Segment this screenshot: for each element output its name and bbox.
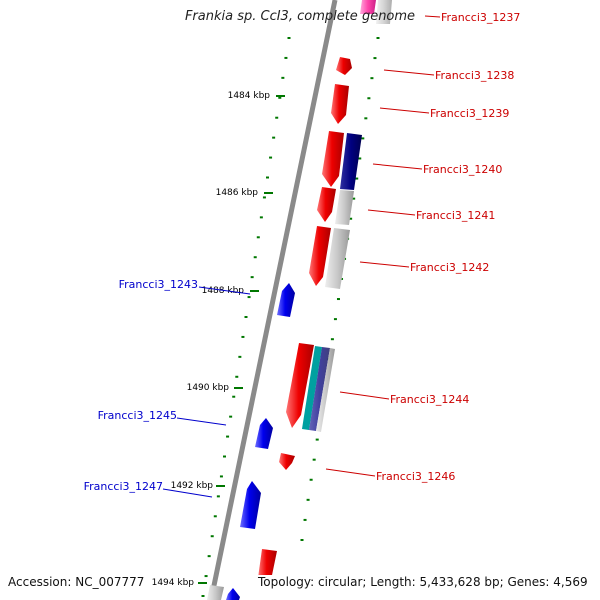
gene-francci3-1247[interactable] (240, 481, 261, 529)
forward-genes (207, 0, 392, 600)
ruler-tick-label: 1490 kbp (187, 383, 230, 393)
gene-francci3-1242-grey[interactable] (325, 228, 350, 289)
gene-francci3-1244-teal[interactable] (302, 346, 322, 430)
gene-label-francci3-1241[interactable]: Francci3_1241 (416, 209, 495, 222)
gene-francci3-1244[interactable] (286, 343, 314, 428)
gene-francci3-1241-grey[interactable] (335, 190, 354, 225)
gene-francci3-1239[interactable] (331, 84, 349, 124)
ruler-tick-label: 1488 kbp (202, 286, 245, 296)
gene-label-francci3-1243[interactable]: Francci3_1243 (119, 278, 198, 291)
gene-francci3-1242[interactable] (309, 226, 331, 286)
gene-francci3-1243[interactable] (277, 283, 295, 317)
genome-summary-text: Topology: circular; Length: 5,433,628 bp… (258, 575, 588, 589)
ruler: 1484 kbp 1486 kbp 1488 kbp 1490 kbp 1492… (152, 91, 285, 588)
gene-francci3-1241[interactable] (317, 187, 336, 222)
gene-francci3-1245[interactable] (255, 418, 273, 449)
gene-label-francci3-1244[interactable]: Francci3_1244 (390, 393, 469, 406)
gene-francci3-1244-blue[interactable] (309, 347, 330, 431)
genome-title: Frankia sp. CcI3, complete genome (184, 9, 416, 24)
gene-label-francci3-1237[interactable]: Francci3_1237 (441, 11, 520, 24)
ruler-tick-label: 1486 kbp (216, 188, 259, 198)
gene-francci3-1246[interactable] (279, 453, 295, 470)
forward-gene-labels: Francci3_1237 Francci3_1238 Francci3_123… (325, 11, 520, 483)
accession-text: Accession: NC_007777 (8, 575, 145, 589)
ruler-track (201, 37, 291, 597)
reverse-genes (226, 283, 295, 600)
gene-label-francci3-1239[interactable]: Francci3_1239 (430, 107, 509, 120)
gene-label-francci3-1238[interactable]: Francci3_1238 (435, 69, 514, 82)
genome-backbone (208, 0, 338, 600)
gene-francci3-1248-grey[interactable] (207, 585, 224, 600)
gene-francci3-1237[interactable] (360, 0, 376, 14)
gene-francci3-1240-dark[interactable] (340, 133, 362, 190)
gene-francci3-1248[interactable] (258, 549, 277, 580)
gene-label-francci3-1246[interactable]: Francci3_1246 (376, 470, 455, 483)
gene-francci3-1240[interactable] (322, 131, 344, 187)
gene-label-francci3-1240[interactable]: Francci3_1240 (423, 163, 502, 176)
ruler-tick-label: 1484 kbp (228, 91, 271, 101)
gene-francci3-1238[interactable] (336, 57, 352, 75)
gene-francci3-1244-grey[interactable] (316, 348, 335, 432)
gene-francci3-1249[interactable] (226, 588, 240, 600)
gene-francci3-1237-grey[interactable] (376, 0, 392, 24)
gene-label-francci3-1242[interactable]: Francci3_1242 (410, 261, 489, 274)
reverse-gene-labels: Francci3_1243 Francci3_1245 Francci3_124… (84, 278, 251, 498)
gene-label-francci3-1245[interactable]: Francci3_1245 (98, 409, 177, 422)
ruler-tick-label: 1494 kbp (152, 578, 195, 588)
ruler-tick-label: 1492 kbp (171, 481, 214, 491)
gene-label-francci3-1247[interactable]: Francci3_1247 (84, 480, 163, 493)
